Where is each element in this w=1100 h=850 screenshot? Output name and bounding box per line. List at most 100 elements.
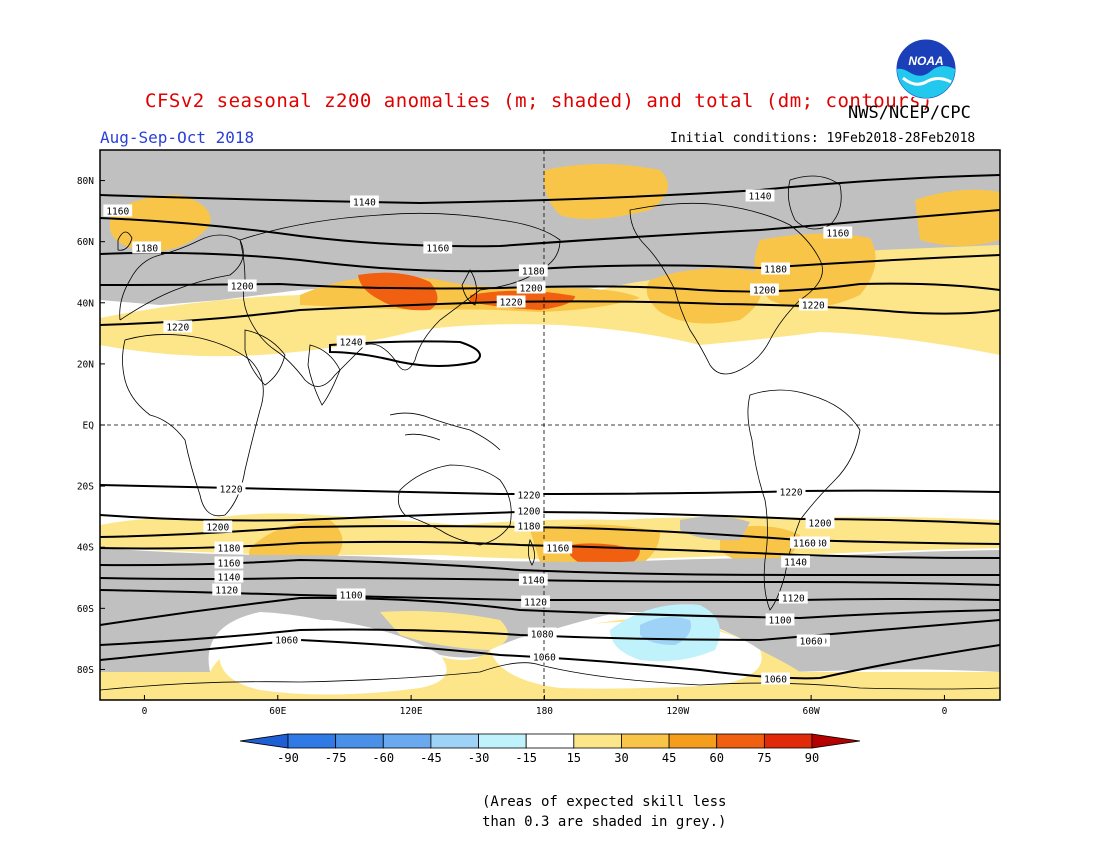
contour-label: 1180 [217,544,240,555]
contour-label-bg [823,226,853,239]
colorbar-label: -30 [468,751,490,765]
contour-label-bg [527,627,557,640]
lat-tick-label: EQ [83,421,95,432]
contour-label: 1180 [522,267,545,278]
lat-tick-label: 40S [77,543,94,554]
contour-label-bg [750,283,779,296]
colorbar-label: 60 [710,751,724,765]
coast-uk [117,231,133,251]
contour-label-bg [496,295,526,308]
colorbar-label: 45 [662,751,676,765]
contour-label: 1220 [500,298,523,309]
contour-label-bg [761,672,790,685]
colorbar-swatch [621,733,670,749]
coast-japan [461,269,478,306]
season-label: Aug-Sep-Oct 2018 [100,128,255,147]
map-title: CFSv2 seasonal z200 anomalies (m; shaded… [145,90,933,112]
colorbar-label: 15 [567,751,581,765]
contour-label: 1140 [522,576,545,587]
contour-label-bg [132,241,162,254]
colorbar-label: -60 [372,751,394,765]
contour-label-bg [216,482,246,495]
lon-tick-label: 60W [803,706,820,717]
contour-label: 1140 [749,192,772,203]
contour-label: 1220 [780,488,803,499]
contour-label-bg [516,281,546,294]
colorbar-swatch [382,733,432,749]
contour-label: 1100 [769,616,792,627]
contour-label-bg [543,541,573,554]
contour-1220-n [100,300,1000,326]
coast-asia [239,212,561,387]
skill-footnote: (Areas of expected skill less than 0.3 a… [482,792,726,832]
coast-africa [122,334,264,517]
contour-label-bg [530,650,559,663]
contour-label: 1120 [215,586,238,597]
colorbar-swatch [763,733,813,749]
colorbar-label: -75 [325,751,347,765]
lat-tick-label: 60N [77,237,94,248]
contour-label: 1160 [793,539,816,550]
contour-label: 1060 [764,675,787,686]
contour-label: 1200 [206,523,229,534]
lon-tick-label: 60E [269,706,286,717]
contour-label-bg [336,588,366,601]
latitude-ticks: 80N 60N 40N 20N EQ 20S 40S 60S 80S [77,176,105,676]
contour-label: 1160 [826,229,849,240]
colorbar-label: -90 [277,751,299,765]
coast-india [307,344,341,406]
contour-label-bg [805,516,835,529]
colorbar-swatch [716,733,765,749]
contour-label-bg [798,298,828,311]
initial-conditions-label: Initial conditions: 19Feb2018-28Feb2018 [670,131,976,146]
contour-label: 1220 [517,491,540,502]
contour-label-bg [765,613,795,626]
contour-label-bg [423,241,453,254]
colorbar-swatch [478,733,527,749]
noaa-logo: NOAA [895,38,957,100]
contour-label: 1200 [809,519,832,530]
coast-arabia [244,329,286,386]
contour-label-bg [745,189,775,202]
anomaly-orange-npac [544,164,668,219]
contour-1060-s [100,638,1000,680]
noaa-logo-text: NOAA [908,54,943,68]
contour-label-bg [203,520,233,533]
lon-tick-label: 0 [942,706,948,717]
lon-tick-label: 180 [536,706,553,717]
contour-labels: 1140 1140 1160 1160 1160 1180 1180 1180 1200 1200… [103,189,853,686]
colorbar-max-arrow [811,733,861,749]
contour-1240 [329,340,481,367]
lon-tick-label: 0 [142,706,148,717]
contour-label: 1220 [802,301,825,312]
colorbar-swatch [430,733,479,749]
longitude-ticks: 0 60E 120E 180 120W 60W 0 [142,695,948,717]
contour-label: 1120 [524,598,547,609]
colorbar-label: -45 [420,751,442,765]
contour-label-bg [778,591,808,604]
contour-label: 1100 [340,591,363,602]
colorbar-swatch [335,733,384,749]
contour-1200-n [100,282,1000,293]
anomaly-blue [640,616,691,645]
coast-nz [528,538,535,566]
contour-1120-s [100,589,1000,602]
contour-label: 1140 [784,558,807,569]
contour-label: 1180 [764,265,787,276]
lon-tick-label: 120W [666,706,689,717]
contour-label-bg [212,583,242,596]
contour-label-bg [336,335,366,348]
lat-tick-label: 20N [77,359,94,370]
contour-label-bg [514,519,544,532]
contour-label: 1080 [531,630,554,641]
contour-label-bg [103,204,133,217]
contour-label: 1200 [753,286,776,297]
contour-label: 1180 [517,522,540,533]
contour-1160-n [100,209,1000,248]
lat-tick-label: 80N [77,176,94,187]
contour-label: 1140 [353,198,376,209]
contour-label: 1060 [800,637,823,648]
lat-tick-label: 60S [77,604,94,615]
contour-label-bg [163,320,193,333]
